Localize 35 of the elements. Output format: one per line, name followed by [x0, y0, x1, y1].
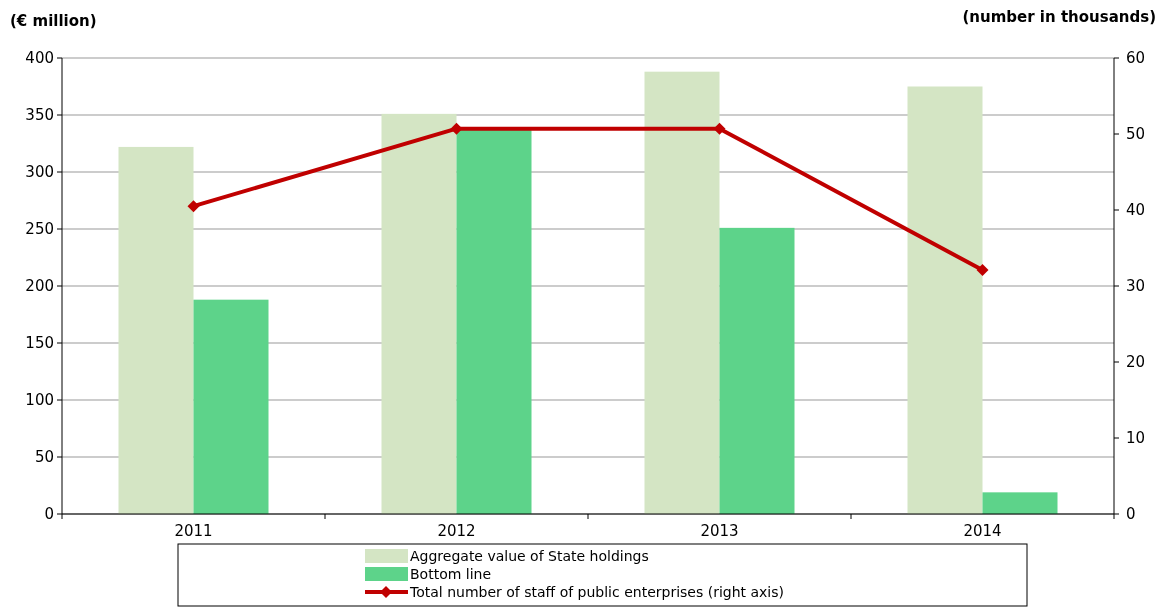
- y-tick-label: 200: [25, 277, 54, 296]
- y-tick-label: 300: [25, 163, 54, 182]
- bar: [118, 146, 194, 514]
- bar: [644, 71, 720, 514]
- bar: [381, 113, 457, 514]
- y-tick-label: 250: [25, 220, 54, 239]
- y-tick-label: 350: [25, 106, 54, 125]
- y-tick-label: 0: [44, 505, 54, 524]
- x-tick-label: 2013: [700, 522, 739, 540]
- legend-label: Total number of staff of public enterprises (right axis): [409, 583, 785, 600]
- y2-tick-label: 60: [1126, 49, 1146, 68]
- bar: [193, 299, 269, 514]
- y2-tick-label: 40: [1126, 201, 1146, 220]
- bar: [907, 86, 983, 514]
- point: [976, 264, 989, 277]
- legend-label: Aggregate value of State holdings: [410, 547, 649, 564]
- bar: [982, 492, 1058, 514]
- x-tick-label: 2012: [437, 522, 476, 540]
- bar: [719, 227, 795, 514]
- x-tick-label: 2014: [963, 522, 1002, 540]
- y2-tick-label: 0: [1126, 505, 1136, 524]
- point: [187, 200, 200, 213]
- y2-tick-label: 30: [1126, 277, 1146, 296]
- y2-axis-title: (number in thousands): [962, 8, 1156, 26]
- y-tick-label: 100: [25, 391, 54, 410]
- y-axis-title: (€ million): [10, 12, 97, 30]
- y2-tick-label: 20: [1126, 353, 1146, 372]
- y-tick-label: 150: [25, 334, 54, 353]
- y-tick-label: 50: [34, 448, 54, 467]
- y2-tick-label: 50: [1126, 125, 1146, 144]
- y2-tick-label: 10: [1126, 429, 1146, 448]
- x-tick-label: 2011: [174, 522, 213, 540]
- bar: [456, 129, 532, 514]
- legend-label: Bottom line: [410, 565, 492, 582]
- y-tick-label: 400: [25, 49, 54, 68]
